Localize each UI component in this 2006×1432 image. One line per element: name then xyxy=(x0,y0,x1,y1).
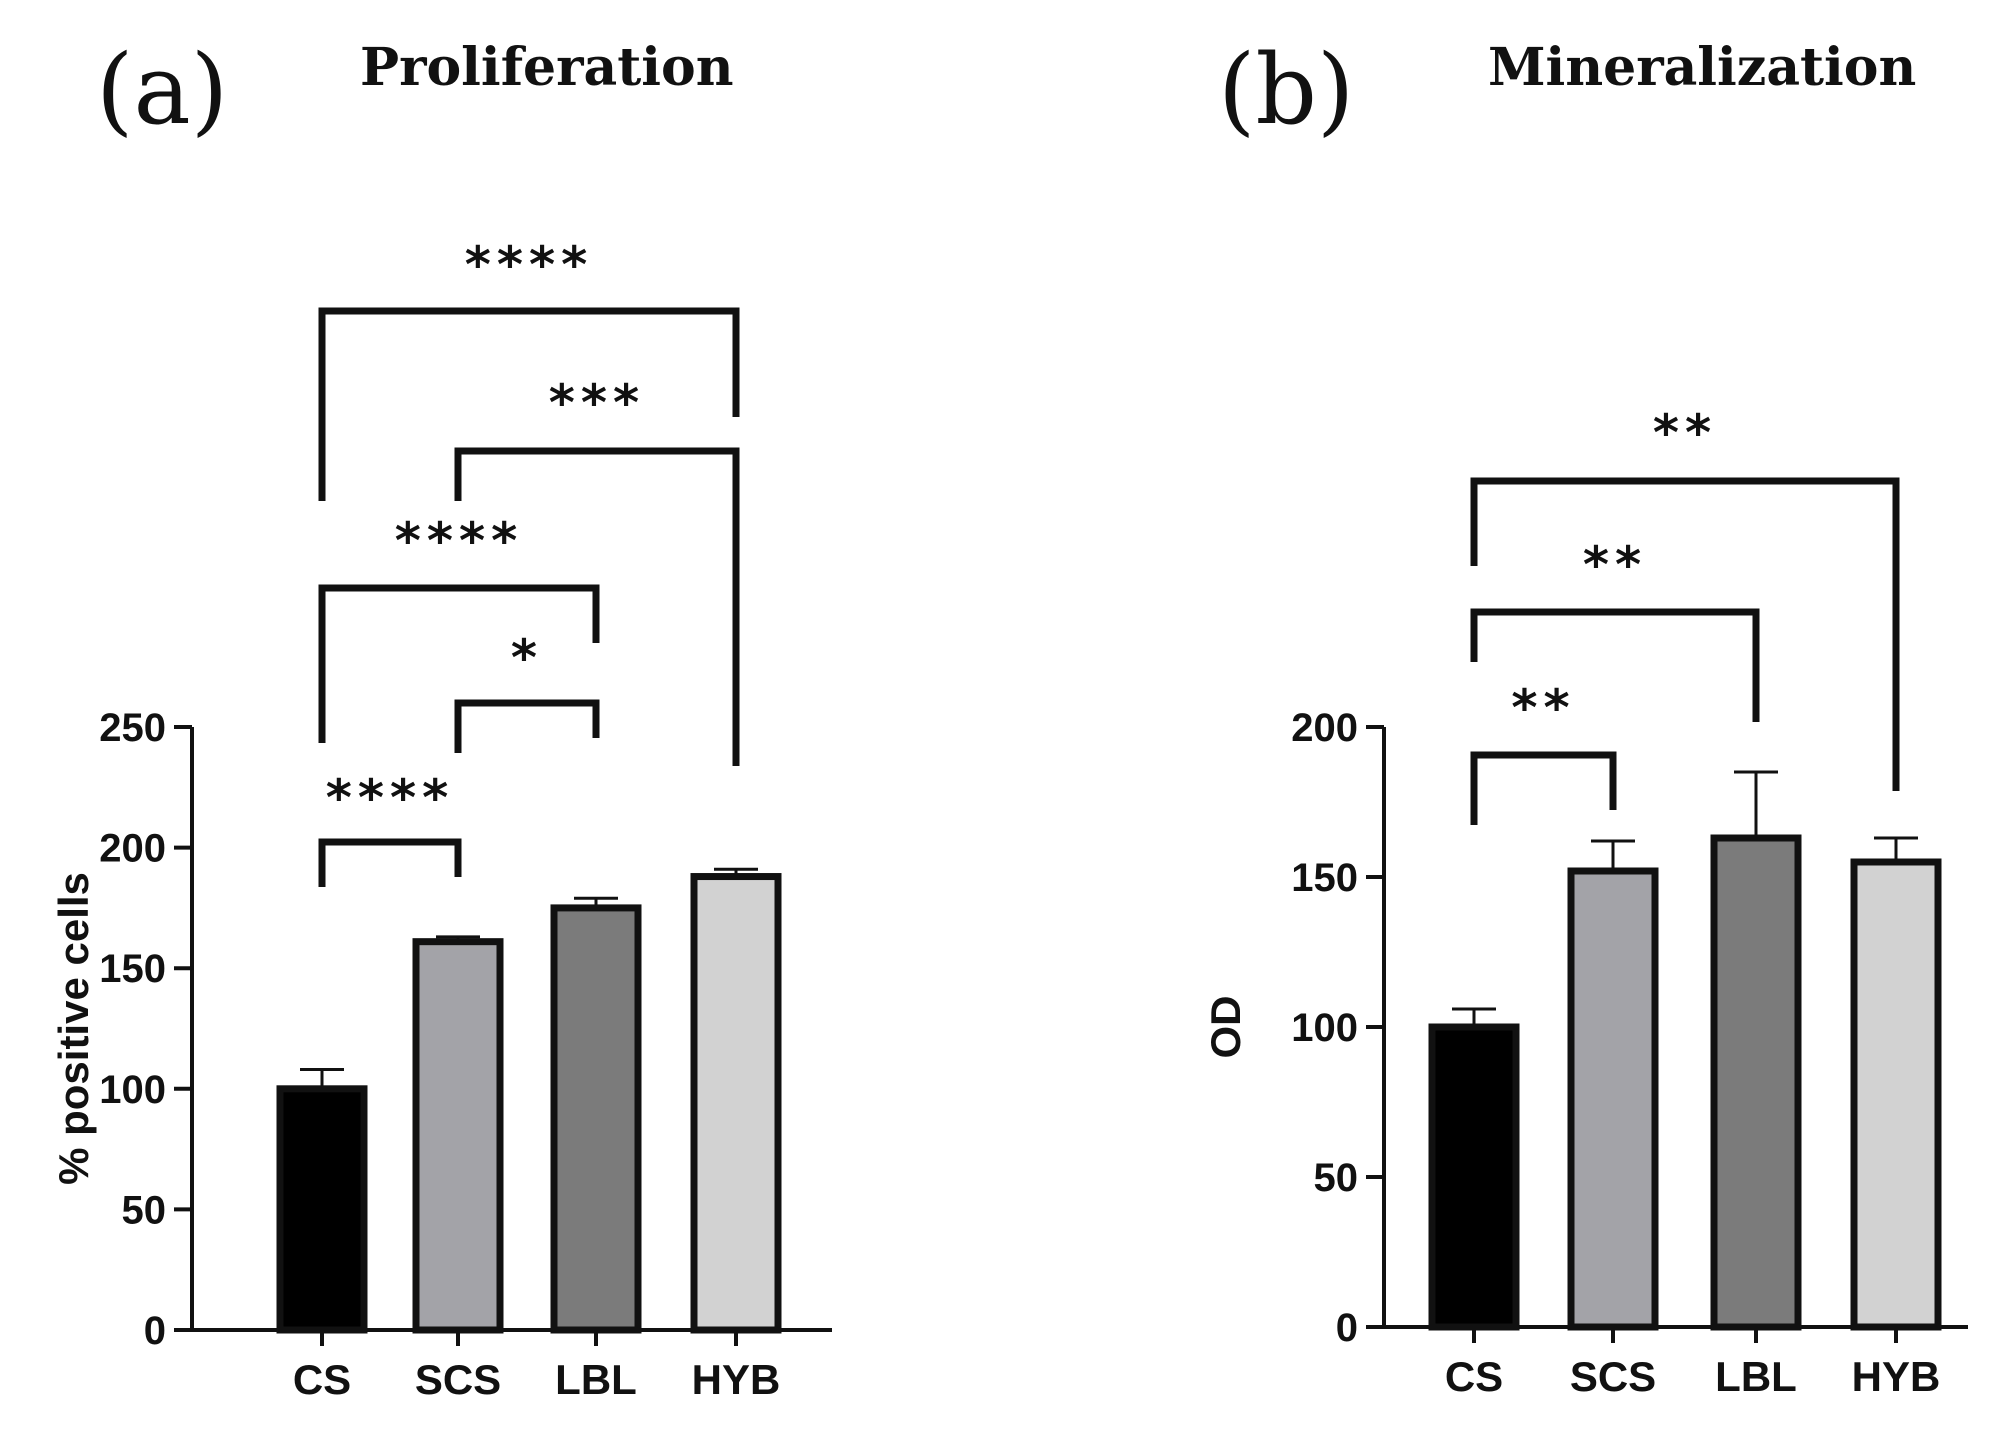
chart1-bar-scs xyxy=(1567,867,1659,1331)
chart1-significance-label: ** xyxy=(1511,679,1575,737)
chart0-y-axis-title: % positive cells xyxy=(50,872,97,1185)
chart0-bar-scs xyxy=(412,938,504,1334)
chart0-significance-label: **** xyxy=(395,512,524,570)
chart0-y-tick-label: 150 xyxy=(99,947,166,991)
chart0-significance-bracket xyxy=(318,838,462,887)
chart0-significance-label: * xyxy=(511,629,543,687)
chart1-x-tick-label: CS xyxy=(1445,1353,1503,1400)
chart1-y-tick-label: 0 xyxy=(1336,1306,1358,1350)
panel-b-title: Mineralization xyxy=(1488,37,1917,98)
chart0-significance-label: **** xyxy=(465,236,594,294)
chart0-bar-hyb xyxy=(690,873,782,1334)
chart1-bar-lbl xyxy=(1710,834,1802,1331)
chart0-y-tick-label: 0 xyxy=(144,1309,166,1353)
chart0-y-tick-label: 250 xyxy=(99,706,166,750)
chart1-x-tick-label: HYB xyxy=(1852,1353,1941,1400)
chart1-y-tick-label: 150 xyxy=(1291,856,1358,900)
chart0-significance-bracket xyxy=(318,307,740,501)
chart0-x-tick-label: CS xyxy=(293,1356,351,1403)
chart1-significance-bracket xyxy=(1470,477,1900,791)
chart1-significance-label: ** xyxy=(1653,404,1717,462)
chart0-significance-label: **** xyxy=(326,769,455,827)
chart0-x-tick-label: HYB xyxy=(692,1356,781,1403)
chart0-y-tick-label: 200 xyxy=(99,827,166,871)
chart1-y-axis-title: OD xyxy=(1202,996,1249,1059)
chart0-significance-label: *** xyxy=(549,374,645,432)
chart1-bar-cs xyxy=(1428,1023,1520,1331)
chart0-significance-bracket xyxy=(454,699,600,753)
panel-a-title: Proliferation xyxy=(360,37,734,98)
chart0-significance-bracket xyxy=(318,584,600,743)
chart0-bar-cs xyxy=(276,1085,368,1334)
chart1-y-tick-label: 200 xyxy=(1291,706,1358,750)
chart0-y-tick-label: 100 xyxy=(99,1068,166,1112)
chart0-significance-bracket xyxy=(454,447,740,766)
chart1-bar-hyb xyxy=(1850,858,1942,1331)
chart1-y-tick-label: 100 xyxy=(1291,1006,1358,1050)
chart1-significance-bracket xyxy=(1470,751,1617,825)
chart0-y-tick-label: 50 xyxy=(122,1188,167,1232)
chart1-x-tick-label: LBL xyxy=(1715,1353,1797,1400)
chart1-y-tick-label: 50 xyxy=(1314,1156,1359,1200)
panel-b-label: (b) xyxy=(1218,34,1355,146)
chart0-x-tick-label: LBL xyxy=(555,1356,637,1403)
chart0-bar-lbl xyxy=(550,904,642,1334)
chart1-significance-label: ** xyxy=(1583,536,1647,594)
chart0-x-tick-label: SCS xyxy=(415,1356,501,1403)
panel-a-label: (a) xyxy=(96,34,229,146)
chart1-significance-bracket xyxy=(1470,608,1760,722)
chart1-x-tick-label: SCS xyxy=(1570,1353,1656,1400)
